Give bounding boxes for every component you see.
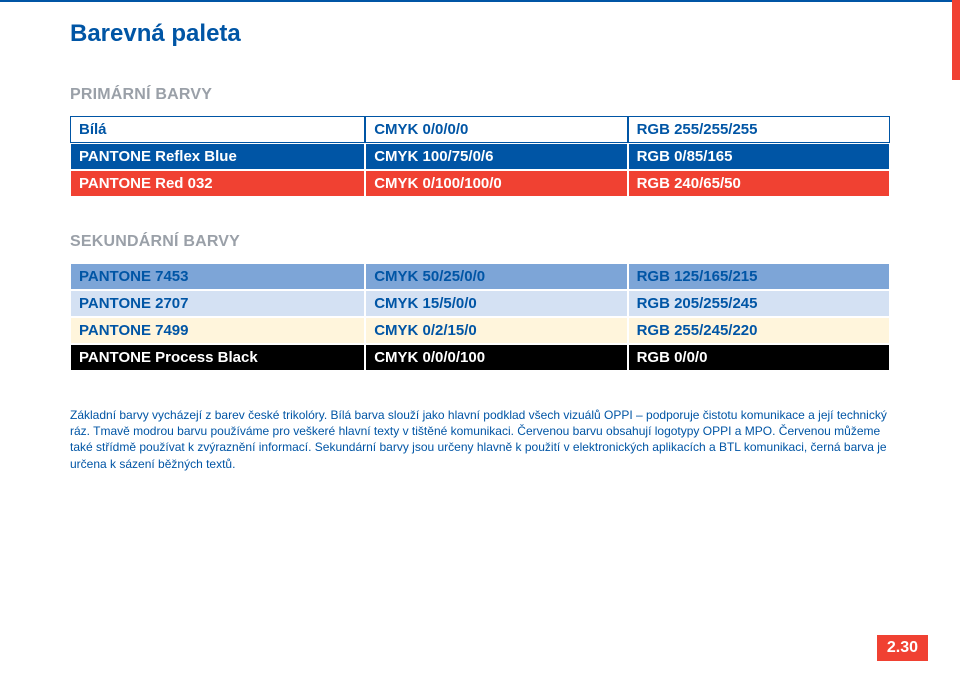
cell-name: PANTONE 7453 <box>70 263 365 290</box>
cell-rgb: RGB 0/0/0 <box>628 344 890 371</box>
top-rule <box>0 0 952 2</box>
cell-cmyk: CMYK 100/75/0/6 <box>365 143 627 170</box>
cell-rgb: RGB 240/65/50 <box>628 170 890 197</box>
table-secondary-colors: PANTONE 7453CMYK 50/25/0/0RGB 125/165/21… <box>70 263 890 371</box>
cell-cmyk: CMYK 0/0/0/0 <box>365 116 627 143</box>
cell-rgb: RGB 125/165/215 <box>628 263 890 290</box>
page-number-badge: 2.30 <box>877 635 928 661</box>
cell-name: PANTONE 7499 <box>70 317 365 344</box>
page-body: Barevná paleta PRIMÁRNÍ BARVY BíláCMYK 0… <box>0 0 960 492</box>
cell-rgb: RGB 255/245/220 <box>628 317 890 344</box>
table-row: PANTONE Reflex BlueCMYK 100/75/0/6RGB 0/… <box>70 143 890 170</box>
cell-rgb: RGB 255/255/255 <box>628 116 890 143</box>
cell-cmyk: CMYK 50/25/0/0 <box>365 263 627 290</box>
cell-name: Bílá <box>70 116 365 143</box>
cell-name: PANTONE 2707 <box>70 290 365 317</box>
heading-primary: PRIMÁRNÍ BARVY <box>70 86 890 104</box>
edge-accent-red <box>952 0 960 80</box>
cell-name: PANTONE Process Black <box>70 344 365 371</box>
table-row: PANTONE 7499CMYK 0/2/15/0RGB 255/245/220 <box>70 317 890 344</box>
table-primary-colors: BíláCMYK 0/0/0/0RGB 255/255/255PANTONE R… <box>70 116 890 197</box>
description-block: Základní barvy vycházejí z barev české t… <box>70 407 890 472</box>
cell-rgb: RGB 0/85/165 <box>628 143 890 170</box>
cell-cmyk: CMYK 0/2/15/0 <box>365 317 627 344</box>
table-row: PANTONE Process BlackCMYK 0/0/0/100RGB 0… <box>70 344 890 371</box>
description-paragraph: Základní barvy vycházejí z barev české t… <box>70 407 890 472</box>
table-row: PANTONE Red 032CMYK 0/100/100/0RGB 240/6… <box>70 170 890 197</box>
cell-name: PANTONE Reflex Blue <box>70 143 365 170</box>
cell-cmyk: CMYK 0/100/100/0 <box>365 170 627 197</box>
cell-cmyk: CMYK 15/5/0/0 <box>365 290 627 317</box>
page-title: Barevná paleta <box>70 20 890 48</box>
heading-secondary: SEKUNDÁRNÍ BARVY <box>70 233 890 251</box>
cell-rgb: RGB 205/255/245 <box>628 290 890 317</box>
cell-cmyk: CMYK 0/0/0/100 <box>365 344 627 371</box>
table-row: PANTONE 7453CMYK 50/25/0/0RGB 125/165/21… <box>70 263 890 290</box>
table-row: BíláCMYK 0/0/0/0RGB 255/255/255 <box>70 116 890 143</box>
cell-name: PANTONE Red 032 <box>70 170 365 197</box>
table-row: PANTONE 2707CMYK 15/5/0/0RGB 205/255/245 <box>70 290 890 317</box>
